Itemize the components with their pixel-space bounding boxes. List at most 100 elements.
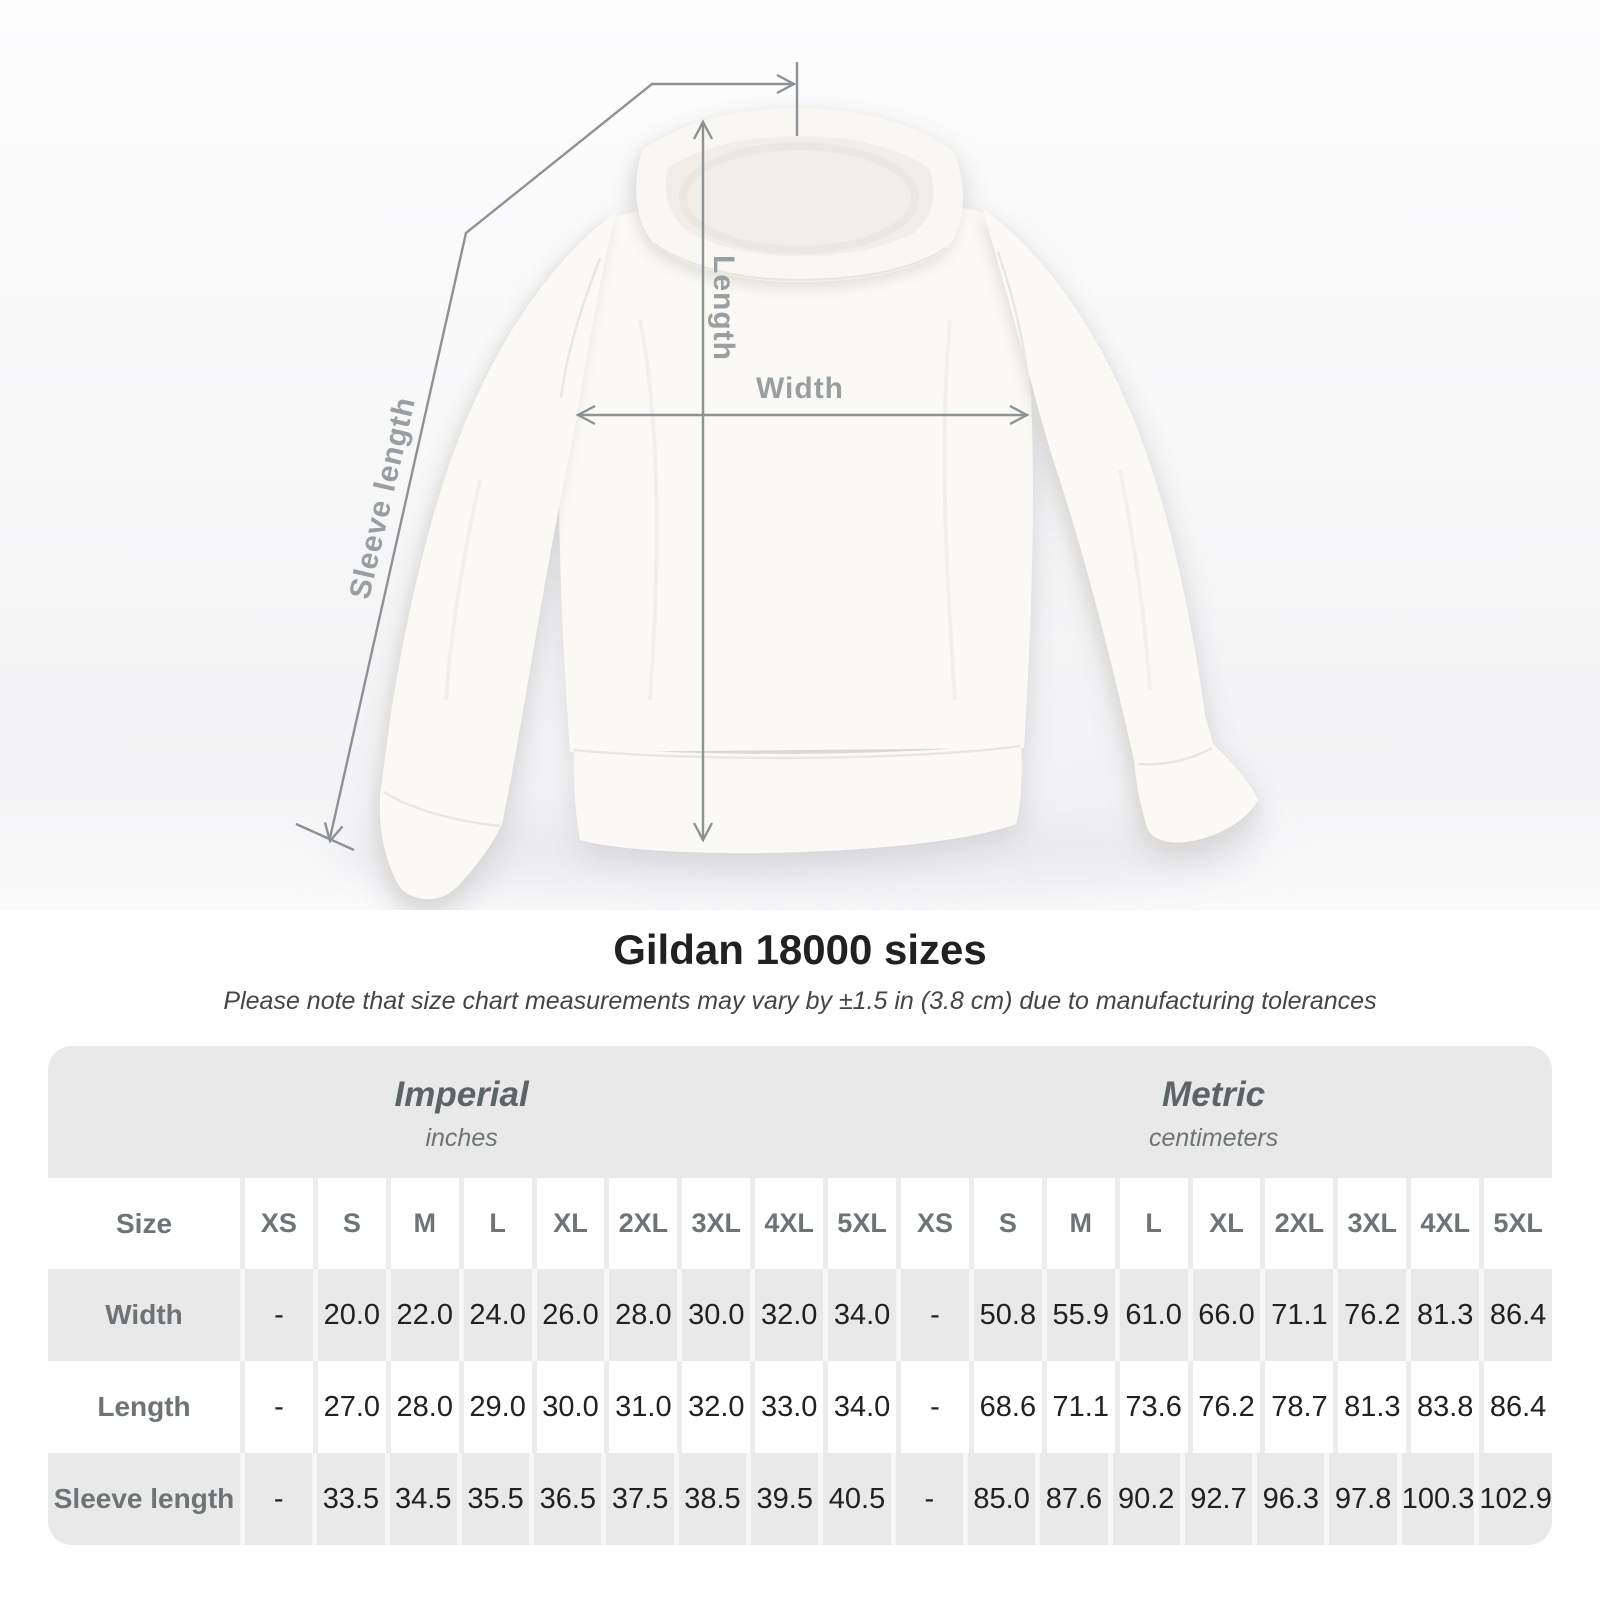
col-header-imperial-2xl: 2XL [604, 1178, 677, 1269]
seam-lines [383, 242, 1213, 828]
cell-sleeve-length-metric-l: 90.2 [1107, 1453, 1180, 1545]
row-label-width: Width [105, 1299, 183, 1330]
width-arrow-right-icon [1009, 404, 1030, 426]
cell-width-metric-3xl: 76.2 [1333, 1269, 1406, 1361]
cell-width-imperial-xl: 26.0 [531, 1269, 605, 1361]
collar [636, 108, 964, 282]
cell-length-metric-xl: 76.2 [1187, 1361, 1261, 1453]
cell-sleeve-length-metric-5xl: 102.9 [1474, 1453, 1552, 1545]
table-row-width: Width -20.0 22.0 24.0 26.0 28.0 30.0 32.0 34.0-5… [48, 1269, 1552, 1361]
sleeve-length-dimension [295, 62, 799, 852]
cell-sleeve-length-metric-4xl: 100.3 [1396, 1453, 1474, 1545]
row-label-length: Length [97, 1391, 191, 1422]
cell-length-metric-s: 68.6 [968, 1361, 1042, 1453]
width-dimension [575, 404, 1030, 426]
cell-length-metric-5xl: 86.4 [1479, 1361, 1552, 1453]
cell-length-metric-4xl: 83.8 [1406, 1361, 1479, 1453]
cell-width-metric-4xl: 81.3 [1406, 1269, 1479, 1361]
size-header-row: Size XS S M L XL 2XL 3XL 4XL 5XL XS S M L XL 2XL 3XL 4XL… [48, 1178, 1552, 1269]
width-label: Width [756, 372, 844, 405]
col-header-metric-2xl: 2XL [1260, 1178, 1333, 1269]
sweatshirt-body [558, 199, 1033, 752]
imperial-unit-label: inches [425, 1124, 498, 1152]
imperial-label: Imperial [394, 1075, 529, 1114]
cell-length-metric-xs: - [896, 1361, 969, 1453]
cell-width-metric-2xl: 71.1 [1260, 1269, 1333, 1361]
cell-length-imperial-4xl: 33.0 [750, 1361, 823, 1453]
table-row-length: Length -27.0 28.0 29.0 30.0 31.0 32.0 33.0 34.0-… [48, 1361, 1552, 1453]
cell-width-imperial-m: 22.0 [385, 1269, 459, 1361]
cell-sleeve-length-metric-s: 85.0 [962, 1453, 1035, 1545]
product-photo: Width Length Sleeve length [0, 0, 1600, 910]
tolerance-note: Please note that size chart measurements… [223, 987, 1377, 1015]
width-arrow-left-icon [575, 404, 596, 426]
col-header-metric-m: M [1041, 1178, 1115, 1269]
cell-width-imperial-4xl: 32.0 [750, 1269, 823, 1361]
cell-sleeve-length-imperial-m: 34.5 [384, 1453, 457, 1545]
col-header-imperial-xs: XS [240, 1178, 313, 1269]
cell-sleeve-length-imperial-3xl: 38.5 [673, 1453, 746, 1545]
col-header-metric-s: S [968, 1178, 1042, 1269]
sweatshirt-graphic [379, 108, 1258, 900]
cell-sleeve-length-metric-m: 87.6 [1035, 1453, 1107, 1545]
col-header-metric-5xl: 5XL [1479, 1178, 1552, 1269]
cell-sleeve-length-metric-xs: - [890, 1453, 963, 1545]
right-sleeve [982, 208, 1258, 843]
cell-width-imperial-5xl: 34.0 [823, 1269, 896, 1361]
cell-sleeve-length-metric-xl: 92.7 [1179, 1453, 1252, 1545]
cell-length-metric-3xl: 81.3 [1333, 1361, 1406, 1453]
cell-sleeve-length-imperial-xl: 36.5 [529, 1453, 601, 1545]
cell-sleeve-length-imperial-s: 33.5 [312, 1453, 384, 1545]
length-dimension [692, 119, 714, 843]
cell-width-imperial-3xl: 30.0 [677, 1269, 750, 1361]
cell-sleeve-length-imperial-xs: - [240, 1453, 312, 1545]
col-header-imperial-4xl: 4XL [750, 1178, 823, 1269]
cell-length-metric-l: 73.6 [1114, 1361, 1188, 1453]
cell-width-metric-xs: - [896, 1269, 969, 1361]
cell-length-metric-2xl: 78.7 [1260, 1361, 1333, 1453]
cell-sleeve-length-imperial-2xl: 37.5 [601, 1453, 673, 1545]
length-arrow-top-icon [692, 119, 714, 140]
dimension-lines [295, 62, 1030, 852]
cell-width-metric-m: 55.9 [1041, 1269, 1115, 1361]
cell-sleeve-length-metric-3xl: 97.8 [1324, 1453, 1396, 1545]
col-header-metric-4xl: 4XL [1406, 1178, 1479, 1269]
cell-length-imperial-3xl: 32.0 [677, 1361, 750, 1453]
metric-label: Metric [1162, 1075, 1266, 1114]
row-label-sleeve-length: Sleeve length [53, 1483, 235, 1514]
fabric-folds [444, 319, 1152, 701]
cell-width-metric-s: 50.8 [968, 1269, 1042, 1361]
size-corner-label: Size [115, 1207, 173, 1239]
cell-length-metric-m: 71.1 [1041, 1361, 1115, 1453]
length-label: Length [707, 255, 740, 361]
col-header-imperial-5xl: 5XL [823, 1178, 896, 1269]
cell-length-imperial-l: 29.0 [458, 1361, 532, 1453]
left-sleeve [379, 212, 616, 900]
cell-width-imperial-xs: - [240, 1269, 313, 1361]
imperial-group-header: Imperial inches [48, 1046, 875, 1178]
cell-length-imperial-s: 27.0 [312, 1361, 386, 1453]
cell-sleeve-length-imperial-l: 35.5 [456, 1453, 529, 1545]
page-title: Gildan 18000 sizes [613, 926, 987, 973]
collar-inside [665, 136, 934, 256]
cell-length-imperial-xl: 30.0 [531, 1361, 605, 1453]
cell-width-metric-l: 61.0 [1114, 1269, 1188, 1361]
unit-band: Imperial inches Metric centimeters [48, 1046, 1552, 1178]
cell-length-imperial-2xl: 31.0 [604, 1361, 677, 1453]
cell-length-imperial-5xl: 34.0 [823, 1361, 896, 1453]
col-header-metric-l: L [1114, 1178, 1188, 1269]
cell-length-imperial-m: 28.0 [385, 1361, 459, 1453]
col-header-imperial-3xl: 3XL [677, 1178, 750, 1269]
col-header-imperial-m: M [385, 1178, 459, 1269]
sleeve-arrow-neck-icon [776, 73, 797, 95]
size-chart-table: Imperial inches Metric centimeters Size … [48, 1046, 1552, 1545]
col-header-metric-xl: XL [1187, 1178, 1261, 1269]
col-header-imperial-xl: XL [531, 1178, 605, 1269]
cell-sleeve-length-imperial-4xl: 39.5 [746, 1453, 818, 1545]
col-header-imperial-l: L [458, 1178, 532, 1269]
cell-width-imperial-s: 20.0 [312, 1269, 386, 1361]
sweatshirt-diagram: Width Length Sleeve length [0, 0, 1600, 910]
cell-length-imperial-xs: - [240, 1361, 313, 1453]
metric-group-header: Metric centimeters [875, 1046, 1552, 1178]
